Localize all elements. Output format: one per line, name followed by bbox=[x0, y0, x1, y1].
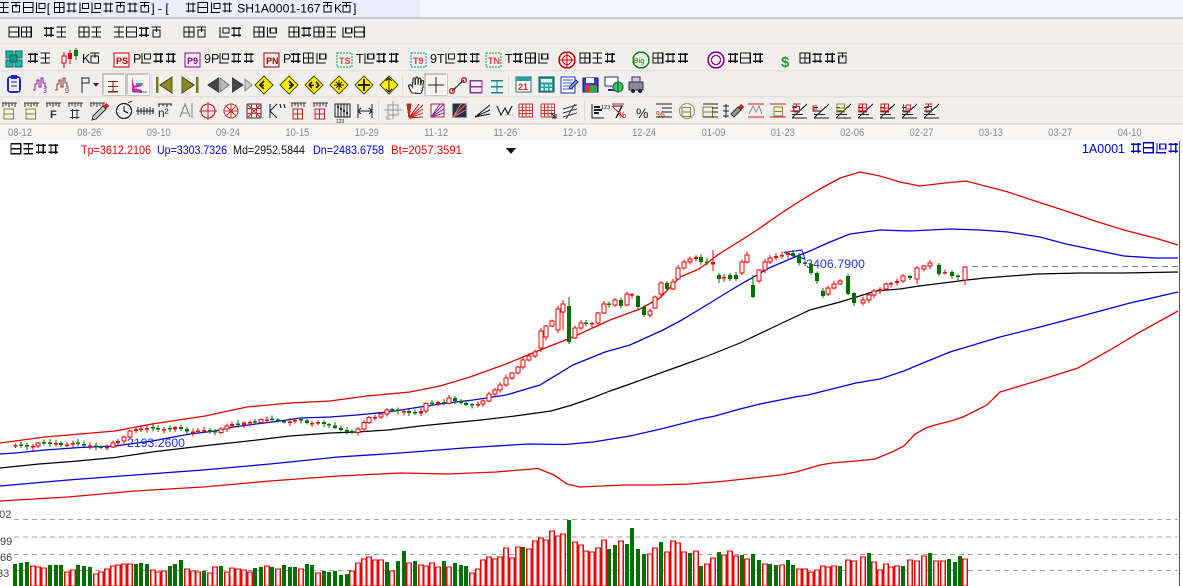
svg-text:66: 66 bbox=[0, 552, 12, 564]
svg-text:%: % bbox=[656, 110, 665, 121]
svg-text:09-24: 09-24 bbox=[216, 127, 240, 139]
svg-text:2193.2600: 2193.2600 bbox=[127, 436, 185, 450]
svg-text:P: P bbox=[283, 52, 291, 66]
svg-text:P9: P9 bbox=[187, 56, 198, 66]
svg-text:102: 102 bbox=[0, 509, 11, 521]
svg-text:TS: TS bbox=[339, 56, 351, 66]
svg-text:3406.7900: 3406.7900 bbox=[806, 257, 865, 271]
svg-text:02-27: 02-27 bbox=[910, 127, 934, 139]
svg-text:08-26: 08-26 bbox=[77, 127, 101, 139]
svg-text:11-12: 11-12 bbox=[424, 127, 448, 139]
svg-text:Md=2952.5844: Md=2952.5844 bbox=[233, 143, 305, 157]
svg-text:12-24: 12-24 bbox=[632, 127, 656, 139]
svg-text:T9: T9 bbox=[413, 56, 424, 66]
svg-text:TN: TN bbox=[488, 56, 500, 66]
svg-text:Bt=2057.3591: Bt=2057.3591 bbox=[391, 143, 462, 157]
svg-text:1A0001: 1A0001 bbox=[1082, 141, 1125, 156]
svg-text:P: P bbox=[133, 52, 141, 66]
svg-text:PN: PN bbox=[266, 56, 279, 66]
svg-text:01-23: 01-23 bbox=[771, 127, 795, 139]
svg-text:%: % bbox=[618, 110, 626, 120]
svg-text:$: $ bbox=[781, 54, 790, 71]
svg-text:]: ] bbox=[353, 2, 356, 16]
svg-text:Up=3303.7326: Up=3303.7326 bbox=[157, 143, 227, 157]
svg-text:Dn=2483.6758: Dn=2483.6758 bbox=[313, 143, 384, 157]
svg-text:09-10: 09-10 bbox=[147, 127, 171, 139]
svg-text:] - [: ] - [ bbox=[151, 2, 169, 16]
svg-text:PS: PS bbox=[116, 56, 128, 66]
svg-text:SH1A0001-167: SH1A0001-167 bbox=[234, 2, 321, 16]
svg-text:9P: 9P bbox=[204, 52, 219, 66]
svg-text:12-10: 12-10 bbox=[563, 127, 587, 139]
svg-text:9: 9 bbox=[65, 88, 69, 95]
svg-text:T: T bbox=[356, 52, 364, 66]
svg-text:21: 21 bbox=[518, 82, 528, 92]
svg-text:K: K bbox=[82, 52, 91, 66]
svg-text:33: 33 bbox=[0, 568, 9, 580]
svg-text:J: J bbox=[790, 104, 795, 114]
svg-text:%: % bbox=[636, 105, 648, 121]
svg-text:123: 123 bbox=[336, 119, 345, 125]
svg-text:123: 123 bbox=[601, 105, 610, 111]
svg-text:F: F bbox=[812, 104, 818, 114]
svg-text:08-12: 08-12 bbox=[8, 127, 32, 139]
svg-text:F: F bbox=[50, 109, 57, 121]
svg-text:03-13: 03-13 bbox=[979, 127, 1003, 139]
svg-text:T: T bbox=[505, 52, 513, 66]
svg-text:K: K bbox=[334, 2, 342, 16]
svg-text:10-15: 10-15 bbox=[285, 127, 309, 139]
svg-text:Big: Big bbox=[634, 58, 644, 65]
svg-text:Tp=3612.2106: Tp=3612.2106 bbox=[81, 143, 151, 157]
svg-text:10-29: 10-29 bbox=[355, 127, 379, 139]
svg-text:3: 3 bbox=[43, 88, 47, 95]
svg-text:11-26: 11-26 bbox=[493, 127, 517, 139]
svg-text:04-10: 04-10 bbox=[1118, 127, 1142, 139]
svg-text:01-09: 01-09 bbox=[702, 127, 726, 139]
svg-text:03-27: 03-27 bbox=[1048, 127, 1072, 139]
svg-text:[: [ bbox=[47, 2, 51, 16]
svg-text:99: 99 bbox=[0, 536, 12, 548]
svg-text:n²: n² bbox=[158, 106, 169, 120]
svg-text:02-06: 02-06 bbox=[840, 127, 864, 139]
svg-text:9T: 9T bbox=[430, 52, 445, 66]
